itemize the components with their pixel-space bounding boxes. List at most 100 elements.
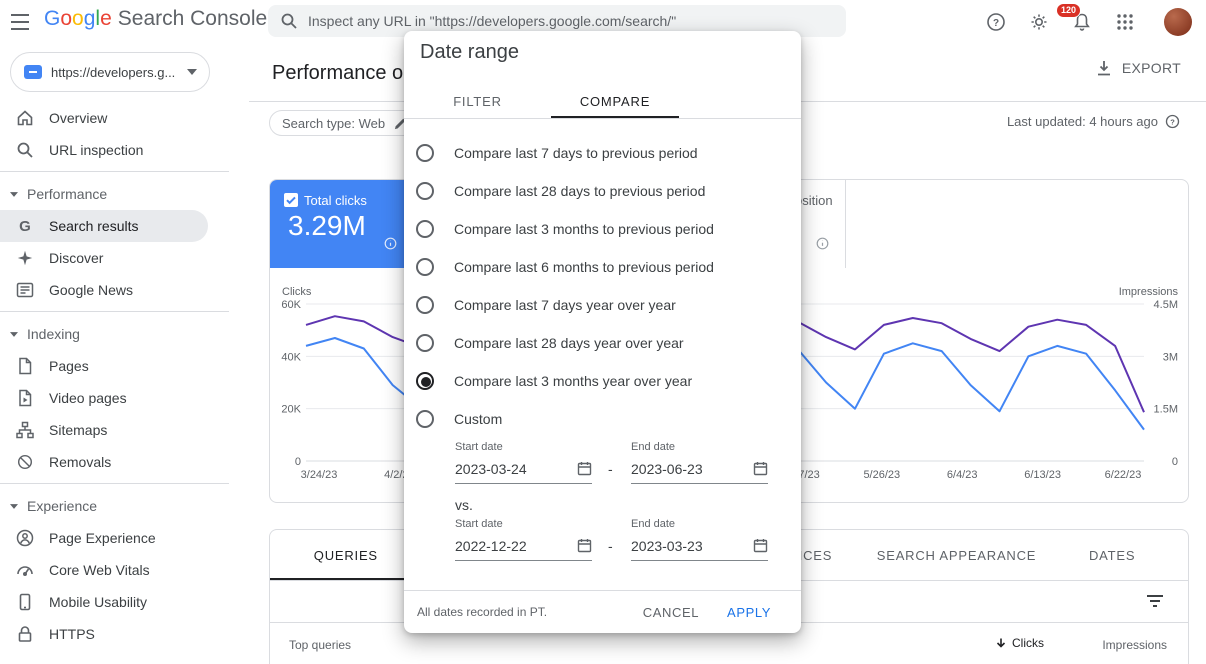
range2-start-date-field[interactable]: 2022-12-22 [455, 531, 592, 561]
option-custom[interactable]: Custom [404, 400, 801, 438]
home-icon [15, 108, 35, 128]
removals-icon [15, 452, 35, 472]
dialog-title: Date range [420, 41, 519, 63]
radio-icon[interactable] [416, 182, 434, 200]
svg-text:0: 0 [295, 456, 301, 468]
range1-start-date-field[interactable]: 2023-03-24 [455, 454, 592, 484]
calendar-icon[interactable] [753, 461, 768, 476]
date-value: 2023-06-23 [631, 460, 703, 477]
sidebar-item-discover[interactable]: Discover [0, 242, 208, 274]
sidebar-item-core-web-vitals[interactable]: Core Web Vitals [0, 554, 208, 586]
avatar[interactable] [1164, 8, 1192, 36]
option-compare-28-days-previous[interactable]: Compare last 28 days to previous period [404, 172, 801, 210]
sidebar-item-label: Removals [49, 454, 112, 470]
sidebar-item-label: HTTPS [49, 626, 95, 642]
metric-card-total-clicks[interactable]: Total clicks 3.29M [270, 180, 414, 268]
svg-text:6/22/23: 6/22/23 [1105, 469, 1142, 481]
notification-badge: 120 [1056, 3, 1082, 18]
date-separator: - [608, 538, 613, 554]
divider [0, 166, 249, 178]
export-label: EXPORT [1121, 60, 1181, 76]
sidebar-item-pages[interactable]: Pages [0, 350, 208, 382]
svg-text:?: ? [1170, 118, 1175, 127]
column-header-queries: Top queries [289, 638, 352, 652]
option-compare-7-days-yoy[interactable]: Compare last 7 days year over year [404, 286, 801, 324]
tab-queries[interactable]: QUERIES [270, 530, 422, 580]
sidebar-item-label: Sitemaps [49, 422, 108, 438]
section-label: Indexing [27, 326, 80, 342]
svg-text:?: ? [993, 18, 999, 29]
edit-icon [394, 117, 407, 130]
cancel-button[interactable]: CANCEL [642, 604, 700, 620]
radio-icon-selected[interactable] [416, 372, 434, 390]
column-header-clicks[interactable]: Clicks [995, 636, 1044, 650]
timezone-note: All dates recorded in PT. [417, 605, 548, 619]
page-icon [15, 356, 35, 376]
checkbox-checked-icon[interactable] [284, 193, 298, 207]
date-range-dialog: Date range FILTER COMPARE Compare last 7… [404, 31, 801, 633]
export-button[interactable]: EXPORT [1095, 59, 1181, 77]
help-icon[interactable]: ? [984, 10, 1008, 34]
property-selector[interactable]: https://developers.g... [10, 52, 210, 92]
date-value: 2023-03-24 [455, 460, 527, 477]
search-type-chip[interactable]: Search type: Web [269, 110, 420, 136]
table-header: Top queries Clicks Impressions [270, 623, 1188, 664]
settings-icon[interactable] [1027, 10, 1051, 34]
start-date-label: Start date [455, 518, 503, 530]
menu-icon[interactable] [10, 12, 32, 32]
sidebar-item-https[interactable]: HTTPS [0, 618, 208, 650]
radio-icon[interactable] [416, 220, 434, 238]
url-inspect-input[interactable] [308, 13, 834, 29]
option-compare-3-months-previous[interactable]: Compare last 3 months to previous period [404, 210, 801, 248]
tab-compare[interactable]: COMPARE [551, 85, 679, 118]
svg-text:3/24/23: 3/24/23 [301, 469, 338, 481]
sidebar-item-label: Discover [49, 250, 104, 266]
tab-search-appearance[interactable]: SEARCH APPEARANCE [876, 547, 1037, 563]
range2-end-date-field[interactable]: 2023-03-23 [631, 531, 768, 561]
option-compare-7-days-previous[interactable]: Compare last 7 days to previous period [404, 134, 801, 172]
sidebar-section-indexing[interactable]: Indexing [0, 318, 249, 350]
filter-icon[interactable] [1146, 594, 1164, 608]
last-updated-label: Last updated: 4 hours ago [1006, 114, 1158, 129]
tab-dates[interactable]: DATES [1088, 547, 1136, 563]
sidebar-item-video-pages[interactable]: Video pages [0, 382, 208, 414]
notifications-icon[interactable] [1070, 10, 1094, 34]
tab-filter[interactable]: FILTER [453, 94, 502, 109]
compare-options: Compare last 7 days to previous period C… [404, 134, 801, 438]
info-icon[interactable] [816, 237, 829, 250]
info-icon[interactable] [384, 237, 397, 250]
end-date-label: End date [631, 441, 676, 453]
calendar-icon[interactable] [577, 538, 592, 553]
range1-end-date-field[interactable]: 2023-06-23 [631, 454, 768, 484]
sidebar-item-sitemaps[interactable]: Sitemaps [0, 414, 208, 446]
radio-icon[interactable] [416, 296, 434, 314]
apply-button[interactable]: APPLY [727, 604, 771, 620]
sidebar-item-search-results[interactable]: G Search results [0, 210, 208, 242]
download-icon [1095, 59, 1113, 77]
option-compare-3-months-yoy[interactable]: Compare last 3 months year over year [404, 362, 801, 400]
radio-icon[interactable] [416, 334, 434, 352]
option-compare-6-months-previous[interactable]: Compare last 6 months to previous period [404, 248, 801, 286]
sidebar-item-url-inspection[interactable]: URL inspection [0, 134, 208, 166]
sidebar-item-google-news[interactable]: Google News [0, 274, 208, 306]
sidebar-item-overview[interactable]: Overview [0, 102, 208, 134]
sidebar-item-page-experience[interactable]: Page Experience [0, 522, 208, 554]
sidebar-item-mobile-usability[interactable]: Mobile Usability [0, 586, 208, 618]
column-header-impressions[interactable]: Impressions [1102, 638, 1167, 652]
svg-text:60K: 60K [281, 299, 301, 311]
radio-icon[interactable] [416, 410, 434, 428]
radio-icon[interactable] [416, 258, 434, 276]
sidebar-section-experience[interactable]: Experience [0, 490, 249, 522]
sidebar-item-label: Core Web Vitals [49, 562, 150, 578]
chevron-down-icon [187, 69, 197, 75]
calendar-icon[interactable] [577, 461, 592, 476]
help-icon[interactable]: ? [1165, 114, 1180, 129]
calendar-icon[interactable] [753, 538, 768, 553]
apps-grid-icon[interactable] [1113, 10, 1137, 34]
option-compare-28-days-yoy[interactable]: Compare last 28 days year over year [404, 324, 801, 362]
radio-icon[interactable] [416, 144, 434, 162]
section-label: Experience [27, 498, 98, 514]
sidebar-section-performance[interactable]: Performance [0, 178, 249, 210]
sidebar-item-removals[interactable]: Removals [0, 446, 208, 478]
svg-text:6/4/23: 6/4/23 [947, 469, 978, 481]
